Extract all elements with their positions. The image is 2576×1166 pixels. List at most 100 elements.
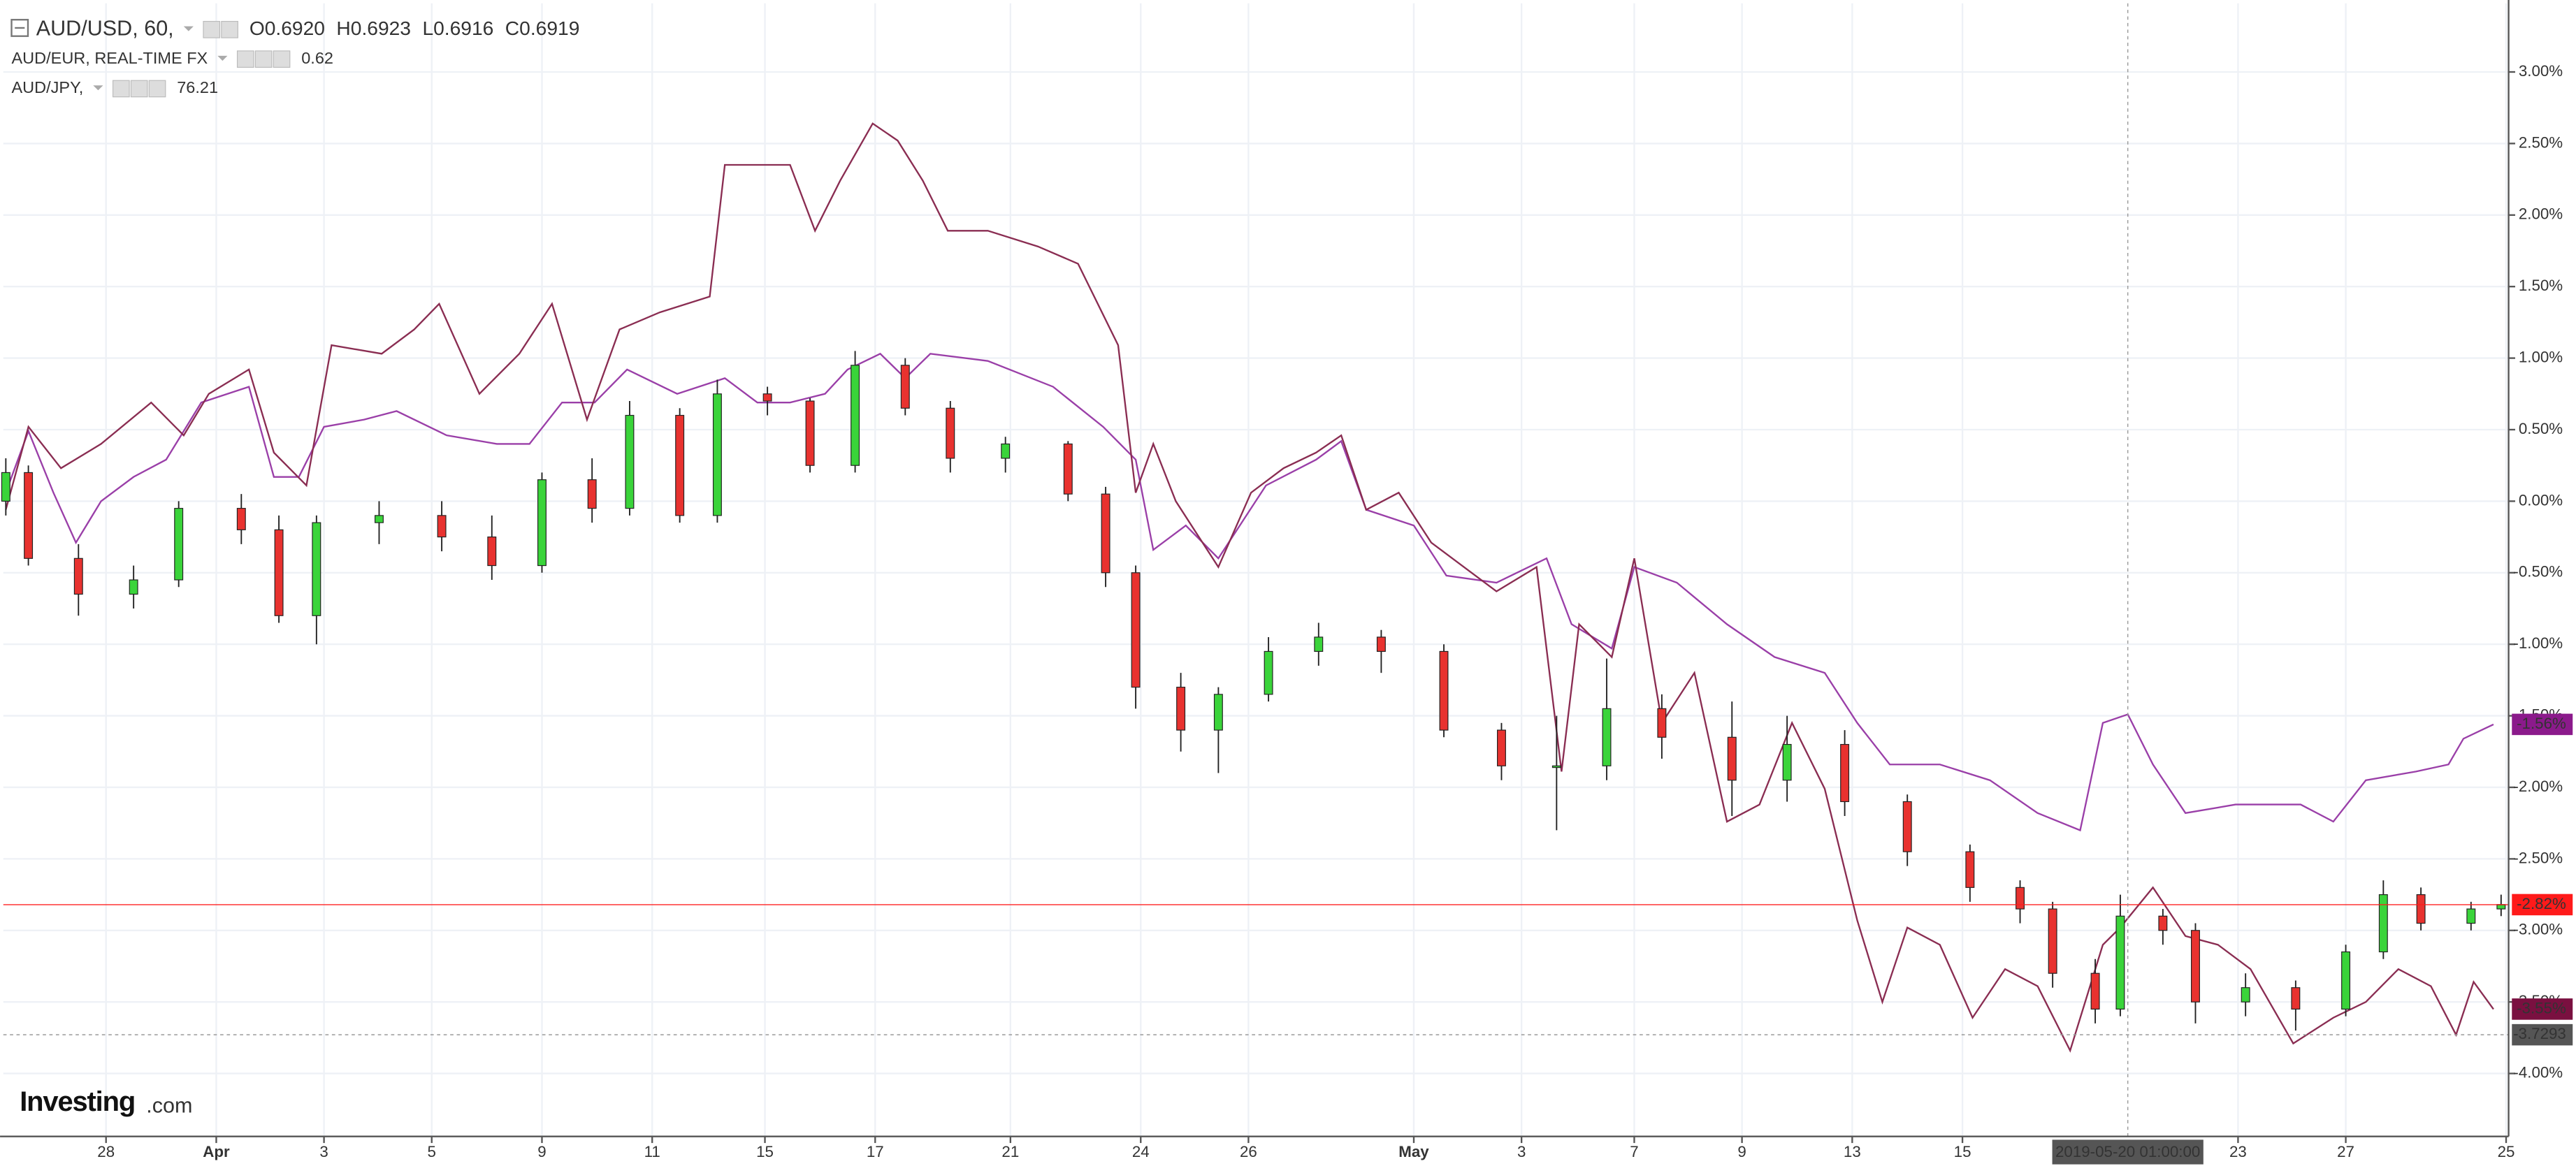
legend-symbol: AUD/JPY, bbox=[12, 78, 84, 96]
candle-body bbox=[1902, 801, 1912, 852]
y-tick-label: 1.00% bbox=[2519, 349, 2563, 366]
y-tick-label: -2.50% bbox=[2513, 849, 2563, 866]
legend-button[interactable] bbox=[221, 20, 238, 38]
x-tick-label: 7 bbox=[1630, 1143, 1638, 1160]
candle-body bbox=[2048, 908, 2057, 974]
x-tick-label: 3 bbox=[1517, 1143, 1526, 1160]
candle-body bbox=[2466, 908, 2476, 924]
candle-body bbox=[2378, 894, 2388, 953]
legend-button[interactable] bbox=[148, 80, 166, 98]
price-label: -2.82% bbox=[2517, 895, 2566, 912]
candle-body bbox=[437, 515, 447, 538]
candle-body bbox=[1376, 636, 1386, 653]
candle-body bbox=[24, 472, 34, 559]
candle-body bbox=[762, 393, 772, 402]
legend-button[interactable] bbox=[203, 20, 221, 38]
y-tick-label: -0.50% bbox=[2513, 563, 2563, 581]
candle-body bbox=[587, 479, 597, 509]
x-tick-label: 15 bbox=[1954, 1143, 1971, 1160]
crosshair-y-label: -3.7293 bbox=[2513, 1025, 2566, 1042]
price-label-box bbox=[2512, 713, 2573, 736]
series-line bbox=[5, 352, 2494, 832]
legend-dropdown[interactable] bbox=[93, 85, 103, 91]
candle-body bbox=[1063, 443, 1073, 495]
candle-body bbox=[1001, 443, 1011, 459]
candle-body bbox=[236, 508, 246, 530]
candle-body bbox=[1840, 743, 1850, 803]
candle-body bbox=[1965, 851, 1975, 888]
legend-dropdown[interactable] bbox=[217, 55, 228, 61]
legend-button[interactable] bbox=[273, 50, 291, 68]
legend-button[interactable] bbox=[112, 80, 130, 98]
y-tick-label: -3.00% bbox=[2513, 921, 2563, 938]
legend-value: 76.21 bbox=[177, 78, 218, 96]
candle-body bbox=[2158, 915, 2168, 931]
candle-body bbox=[537, 479, 547, 567]
x-tick-label: 17 bbox=[867, 1143, 884, 1160]
candle-body bbox=[1101, 493, 1110, 574]
x-tick-label: 27 bbox=[2337, 1143, 2354, 1160]
x-tick-label: Apr bbox=[203, 1143, 230, 1160]
x-tick-label: 23 bbox=[2229, 1143, 2247, 1160]
candle-body bbox=[2191, 930, 2200, 1003]
x-tick-label: 11 bbox=[644, 1143, 660, 1160]
candle-body bbox=[2291, 987, 2301, 1010]
legend-button[interactable] bbox=[130, 80, 148, 98]
candle-body bbox=[487, 537, 497, 567]
y-tick-label: 3.00% bbox=[2519, 62, 2563, 80]
candle-body bbox=[1602, 708, 1612, 766]
x-tick-label: May bbox=[1398, 1143, 1429, 1160]
crosshair-y-box bbox=[2512, 1023, 2573, 1046]
price-label: -1.56% bbox=[2517, 715, 2566, 732]
legend-button[interactable] bbox=[236, 50, 254, 68]
x-tick-label: 5 bbox=[428, 1143, 436, 1160]
y-tick-label: -4.00% bbox=[2513, 1063, 2563, 1081]
candle-body bbox=[712, 393, 722, 516]
candle-body bbox=[805, 400, 815, 466]
candle-body bbox=[1439, 650, 1449, 731]
price-label: -3.55% bbox=[2517, 999, 2566, 1016]
candle-body bbox=[1264, 650, 1273, 695]
candle-body bbox=[625, 414, 635, 509]
candle-body bbox=[174, 508, 184, 581]
x-tick-label: 26 bbox=[1240, 1143, 1257, 1160]
axes: 3.00% 2.50% 2.00% 1.50% 1.00% 0.50% 0.00% -0.50… bbox=[97, 62, 2573, 1165]
candle-body bbox=[1657, 708, 1667, 738]
candle-body bbox=[1551, 765, 1561, 768]
x-tick-label: 13 bbox=[1844, 1143, 1861, 1160]
crosshair-x-label: 2019-05-20 01:00:00 bbox=[2055, 1143, 2200, 1160]
candle-body bbox=[1782, 743, 1792, 781]
legend-value: L0.6916 bbox=[422, 17, 493, 39]
legend-dropdown[interactable] bbox=[183, 26, 194, 31]
legend-value: C0.6919 bbox=[505, 17, 580, 39]
series-line bbox=[5, 122, 2494, 1053]
candle-body bbox=[1314, 636, 1324, 653]
legend-value: O0.6920 bbox=[249, 17, 325, 39]
candle-body bbox=[2115, 915, 2125, 1010]
candle-body bbox=[2241, 987, 2250, 1003]
candle-body bbox=[73, 558, 83, 595]
legend: AUD/USD, 60, O0.6920 H0.6923 L0.6916 C0.6919… bbox=[10, 16, 580, 98]
collapse-icon[interactable] bbox=[10, 19, 29, 37]
candle-body bbox=[946, 407, 955, 459]
legend-symbol: AUD/USD, 60, bbox=[36, 16, 174, 40]
y-tick-label: 2.00% bbox=[2519, 205, 2563, 223]
candle-body bbox=[129, 579, 138, 595]
crosshair-x-box bbox=[2052, 1139, 2204, 1165]
x-tick-label: 21 bbox=[1001, 1143, 1019, 1160]
candle-body bbox=[1176, 687, 1186, 731]
candle-body bbox=[851, 365, 860, 466]
candle-body bbox=[2341, 951, 2351, 1010]
candle-body bbox=[675, 414, 685, 516]
candle-body bbox=[375, 515, 384, 523]
y-tick-label: 1.50% bbox=[2519, 277, 2563, 294]
legend-button[interactable] bbox=[254, 50, 273, 68]
y-tick-label: -1.00% bbox=[2513, 634, 2563, 652]
price-label-box bbox=[2512, 894, 2573, 916]
plot bbox=[1, 3, 2509, 1137]
legend-symbol: AUD/EUR, REAL-TIME FX bbox=[12, 49, 208, 67]
candle-body bbox=[1131, 572, 1141, 688]
